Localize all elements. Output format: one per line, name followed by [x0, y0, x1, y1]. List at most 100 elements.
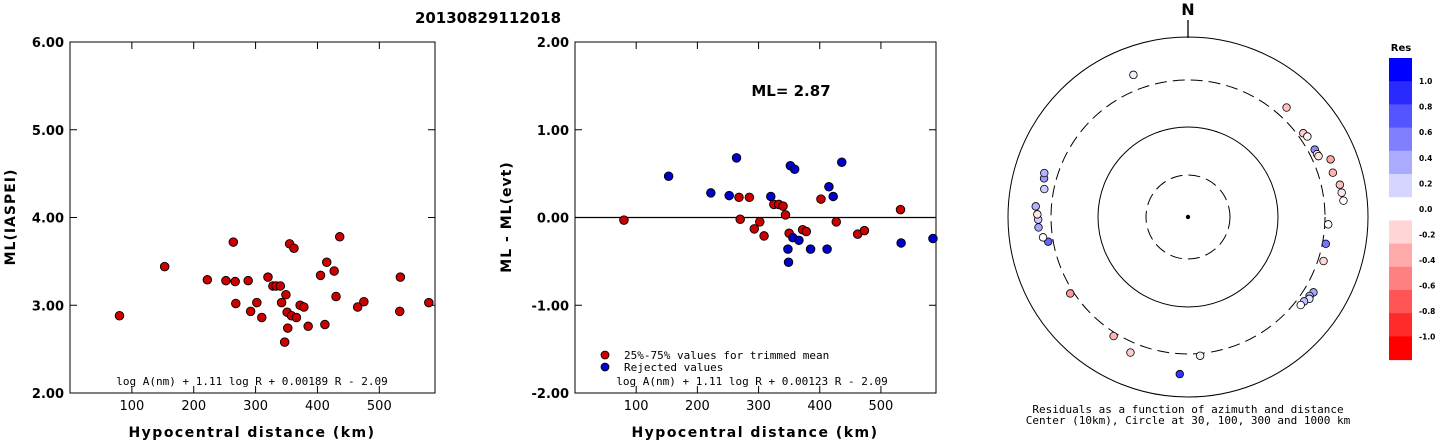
station-point	[1175, 369, 1184, 379]
ml-value-label: ML= 2.87	[751, 82, 830, 100]
formula-label: log A(nm) + 1.11 log R + 0.00123 R - 2.0…	[616, 375, 888, 388]
legend-label-rejected: Rejected values	[624, 361, 723, 374]
data-points	[114, 232, 434, 347]
colorbar-swatch	[1389, 220, 1412, 245]
colorbar-tick-label: -1.0	[1419, 332, 1435, 341]
legend-marker-trimmed	[600, 350, 610, 360]
data-point	[331, 291, 341, 302]
x-axis-label: Hypocentral distance (km)	[128, 425, 375, 441]
y-axis-ticks: 2.00 3.00 4.00 5.00 6.00	[32, 36, 435, 402]
station-point	[1040, 184, 1049, 194]
data-point	[315, 270, 326, 281]
colorbar-tick-label: -0.2	[1419, 230, 1435, 239]
data-point	[257, 312, 267, 323]
y-tick-label: -2.00	[532, 387, 569, 402]
legend-marker-rejected	[600, 362, 610, 372]
y-tick-label: -1.00	[532, 299, 569, 314]
data-point	[276, 297, 287, 308]
station-point	[1337, 188, 1346, 197]
x-tick-label: 400	[305, 399, 330, 414]
data-point	[789, 164, 800, 174]
data-point	[303, 321, 313, 332]
station-point	[1324, 220, 1333, 229]
data-point	[831, 217, 842, 227]
y-tick-label: 5.00	[32, 124, 64, 139]
colorbar-swatch	[1389, 313, 1412, 337]
residual-distance-plot: -2.00 -1.00 0.00 1.00 2.00 100 200 300 400 500 M…	[499, 36, 938, 441]
data-point	[281, 289, 291, 300]
ring-1000km	[1007, 36, 1369, 398]
plot-frame	[69, 41, 436, 394]
data-point	[794, 235, 804, 246]
station-point	[1034, 223, 1043, 232]
x-tick-label: 500	[367, 399, 392, 414]
station-point	[1326, 155, 1335, 164]
data-point	[759, 231, 769, 241]
data-point	[734, 192, 744, 203]
data-point	[321, 257, 332, 268]
colorbar-tick-label: 0.8	[1419, 103, 1432, 112]
x-tick-label: 200	[685, 399, 710, 414]
station-point	[1126, 348, 1135, 357]
station-residuals	[1031, 70, 1348, 379]
distance-rings	[1007, 36, 1369, 398]
data-point	[279, 337, 290, 347]
y-axis-label: ML(IASPEI)	[3, 169, 19, 266]
data-point	[895, 204, 906, 215]
data-point	[731, 153, 742, 163]
colorbar-title: Res	[1391, 43, 1411, 54]
data-point	[663, 171, 674, 182]
station-point	[1328, 168, 1338, 177]
data-point	[735, 214, 745, 225]
x-tick-label: 100	[624, 399, 649, 414]
data-point	[359, 296, 369, 307]
station-point	[1033, 210, 1042, 219]
colorbar-tick-label: 0.2	[1419, 179, 1432, 188]
residual-colorbar: Res 1.0 0.8 0.6 0.4 0.2 0.0 -0.2 -0.4 -0.6 -0.8 -1…	[1389, 43, 1435, 361]
data-point	[275, 281, 286, 291]
colorbar-tick-label: -0.6	[1419, 281, 1435, 290]
data-point	[805, 244, 816, 254]
colorbar-swatches	[1389, 58, 1412, 361]
caption-line-1: Residuals as a function of azimuth and d…	[1032, 403, 1343, 416]
station-point	[1040, 168, 1049, 178]
y-axis-label: ML - ML(evt)	[499, 161, 515, 272]
y-tick-label: 6.00	[32, 36, 64, 51]
x-axis-ticks: 100 200 300 400 500	[119, 42, 392, 414]
data-point	[230, 276, 240, 287]
data-point	[252, 297, 262, 308]
data-point	[706, 188, 716, 198]
legend-label-trimmed: 25%-75% values for trimmed mean	[624, 349, 829, 362]
caption-line-2: Center (10km), Circle at 30, 100, 300 an…	[1026, 414, 1351, 427]
colorbar-swatch	[1389, 197, 1412, 221]
data-point	[928, 233, 938, 244]
colorbar-tick-label: -0.4	[1419, 256, 1435, 265]
colorbar-ticks: 1.0 0.8 0.6 0.4 0.2 0.0 -0.2 -0.4 -0.6 -0.8 -1.0	[1419, 77, 1435, 341]
colorbar-swatch	[1389, 104, 1412, 129]
data-points	[619, 153, 938, 268]
station-point	[1038, 233, 1048, 242]
data-point	[859, 225, 870, 236]
y-tick-label: 4.00	[32, 212, 64, 227]
azimuth-residual-map: N Residuals as a function of azimuth and…	[1007, 0, 1369, 427]
data-point	[828, 191, 838, 202]
x-tick-label: 500	[869, 399, 894, 414]
colorbar-swatch	[1389, 290, 1412, 314]
colorbar-swatch	[1389, 336, 1412, 361]
data-point	[783, 257, 794, 268]
station-point	[1296, 300, 1305, 310]
data-point	[619, 215, 629, 225]
y-tick-label: 0.00	[537, 212, 569, 227]
x-axis-label: Hypocentral distance (km)	[631, 425, 878, 441]
data-point	[202, 275, 213, 285]
colorbar-swatch	[1389, 127, 1412, 152]
x-tick-label: 100	[119, 399, 144, 414]
ring-30km	[1145, 174, 1231, 260]
data-point	[334, 232, 345, 242]
station-point	[1031, 202, 1040, 211]
epicenter-dot	[1185, 214, 1191, 220]
data-point	[394, 306, 405, 317]
data-point	[114, 311, 125, 321]
data-point	[329, 266, 339, 276]
